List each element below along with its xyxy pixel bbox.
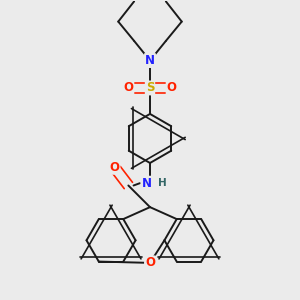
Text: H: H: [158, 178, 167, 188]
Text: O: O: [145, 256, 155, 269]
Text: O: O: [123, 82, 134, 94]
Text: O: O: [110, 161, 119, 174]
Text: N: N: [142, 177, 152, 190]
Text: S: S: [146, 82, 154, 94]
Text: O: O: [167, 82, 177, 94]
Text: N: N: [145, 54, 155, 67]
